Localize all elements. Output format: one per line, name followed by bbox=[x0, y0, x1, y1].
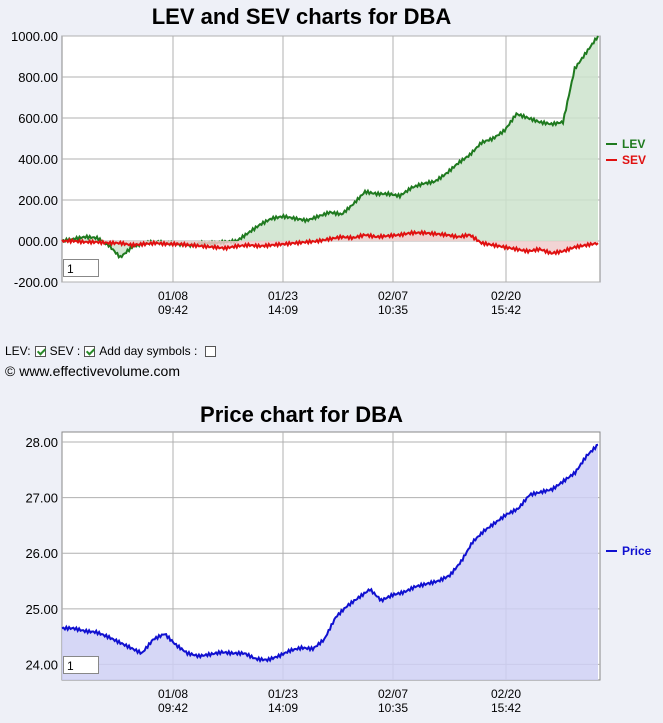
x-tick-label: 01/23 bbox=[268, 687, 298, 701]
x-tick-label: 01/23 bbox=[268, 289, 298, 303]
x-tick-label: 15:42 bbox=[491, 303, 521, 317]
x-tick-label: 02/07 bbox=[378, 289, 408, 303]
legend-label-sev: SEV bbox=[622, 153, 646, 167]
sev-toggle-label: SEV : bbox=[49, 344, 81, 358]
y-tick-label: 1000.00 bbox=[11, 29, 58, 44]
day-symbols-label: Add day symbols : bbox=[99, 344, 198, 358]
y-tick-label: 27.00 bbox=[25, 491, 58, 506]
legend-label-price: Price bbox=[622, 544, 652, 558]
copyright-text: © www.effectivevolume.com bbox=[5, 363, 181, 379]
y-tick-label: 26.00 bbox=[25, 546, 58, 561]
lev-toggle-label: LEV: bbox=[5, 344, 31, 358]
series-line-sev bbox=[61, 229, 599, 256]
x-tick-label: 09:42 bbox=[158, 303, 188, 317]
y-tick-label: 600.00 bbox=[18, 111, 58, 126]
y-tick-label: 800.00 bbox=[18, 70, 58, 85]
y-tick-label: 28.00 bbox=[25, 435, 58, 450]
x-tick-label: 14:09 bbox=[268, 303, 298, 317]
series-line-price bbox=[61, 443, 599, 663]
x-tick-label: 14:09 bbox=[268, 701, 298, 715]
price-zoom-input[interactable]: 1 bbox=[63, 656, 99, 674]
sev-checkbox[interactable] bbox=[84, 345, 96, 357]
chart-controls: LEV: SEV : Add day symbols : bbox=[5, 344, 218, 358]
x-tick-label: 02/20 bbox=[491, 687, 521, 701]
lev-sev-chart-title: LEV and SEV charts for DBA bbox=[151, 4, 452, 29]
series-area-sev bbox=[62, 231, 598, 254]
x-tick-label: 02/07 bbox=[378, 687, 408, 701]
y-tick-label: 25.00 bbox=[25, 602, 58, 617]
x-tick-label: 10:35 bbox=[378, 303, 408, 317]
legend-label-lev: LEV bbox=[622, 137, 645, 151]
y-tick-label: -200.00 bbox=[14, 275, 58, 290]
price-chart-title: Price chart for DBA bbox=[200, 402, 403, 427]
y-tick-label: 200.00 bbox=[18, 193, 58, 208]
lev-zoom-input[interactable]: 1 bbox=[63, 259, 99, 277]
x-tick-label: 02/20 bbox=[491, 289, 521, 303]
lev-checkbox[interactable] bbox=[34, 345, 46, 357]
x-tick-label: 01/08 bbox=[158, 687, 188, 701]
x-tick-label: 09:42 bbox=[158, 701, 188, 715]
day-symbols-checkbox[interactable] bbox=[205, 345, 217, 357]
series-area-price bbox=[62, 444, 598, 680]
x-tick-label: 10:35 bbox=[378, 701, 408, 715]
y-tick-label: 400.00 bbox=[18, 152, 58, 167]
x-tick-label: 15:42 bbox=[491, 701, 521, 715]
series-area-lev bbox=[62, 36, 598, 258]
y-tick-label: 24.00 bbox=[25, 657, 58, 672]
x-tick-label: 01/08 bbox=[158, 289, 188, 303]
y-tick-label: 000.00 bbox=[18, 234, 58, 249]
